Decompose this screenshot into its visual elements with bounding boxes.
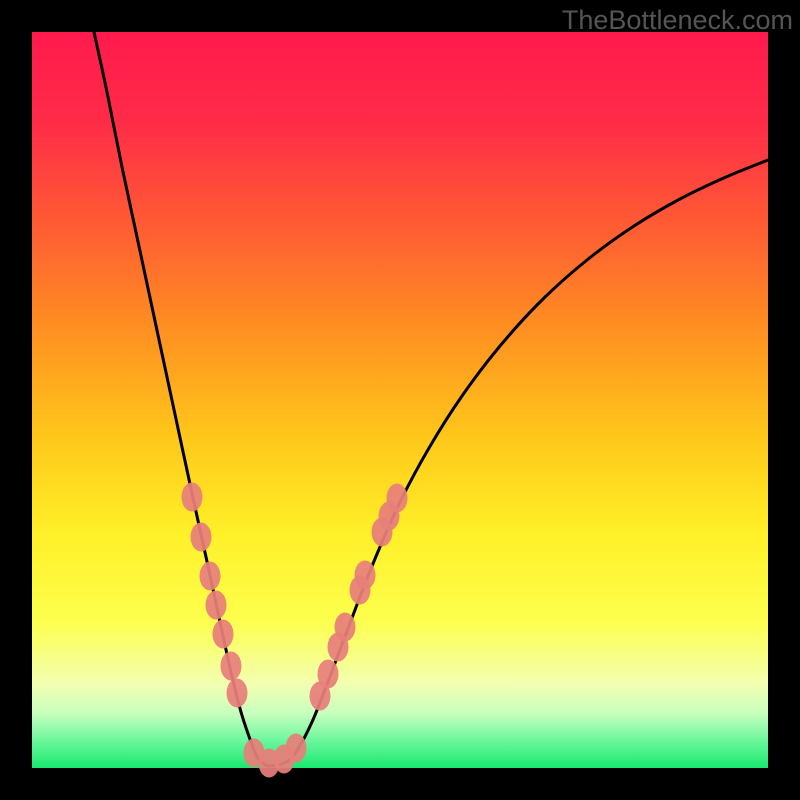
data-point-marker — [286, 734, 307, 763]
plot-area — [32, 32, 768, 768]
data-point-marker — [206, 591, 227, 620]
curve-layer — [32, 32, 768, 768]
data-point-marker — [318, 660, 339, 689]
watermark-text: TheBottleneck.com — [562, 5, 793, 36]
v-curve-path — [94, 32, 768, 766]
data-point-marker — [227, 679, 248, 708]
data-point-marker — [335, 613, 356, 642]
data-point-marker — [213, 620, 234, 649]
data-markers-group — [182, 483, 408, 778]
data-point-marker — [355, 561, 376, 590]
data-point-marker — [191, 523, 212, 552]
data-point-marker — [200, 562, 221, 591]
chart-frame: TheBottleneck.com — [0, 0, 800, 800]
data-point-marker — [182, 483, 203, 512]
data-point-marker — [387, 484, 408, 513]
data-point-marker — [221, 652, 242, 681]
